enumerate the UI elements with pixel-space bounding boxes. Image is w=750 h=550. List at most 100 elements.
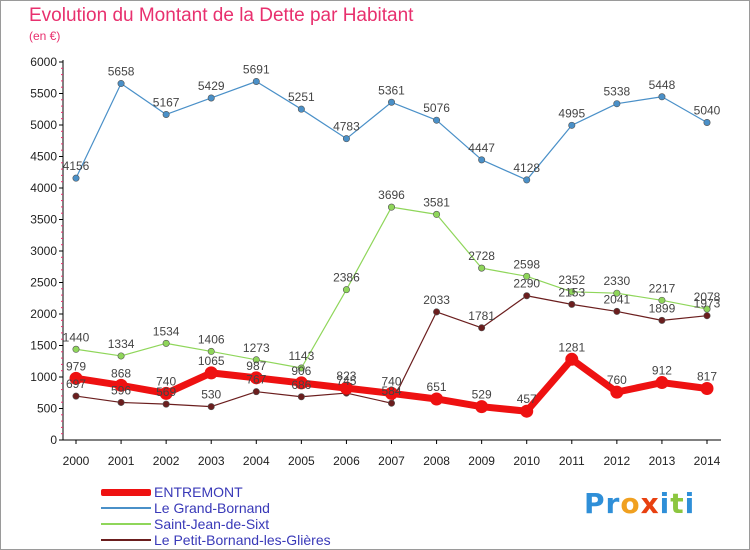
data-label: 596: [111, 383, 131, 397]
legend-item-le-petit-bornand-les-glieres[interactable]: Le Petit-Bornand-les-Glières: [101, 532, 421, 548]
y-tick-label: 3000: [30, 244, 57, 258]
data-label: 1440: [63, 330, 90, 344]
data-label: 2041: [604, 292, 631, 306]
data-point: [568, 300, 576, 308]
data-point: [252, 77, 260, 85]
data-label: 906: [291, 364, 311, 378]
data-label: 5361: [378, 83, 405, 97]
data-label: 979: [66, 359, 86, 373]
data-point: [385, 386, 398, 400]
chart-legend: ENTREMONT Le Grand-Bornand Saint-Jean-de…: [101, 484, 421, 548]
data-label: 530: [201, 388, 221, 402]
data-point: [204, 366, 218, 380]
data-point: [159, 386, 173, 400]
data-label: 4447: [468, 141, 495, 155]
legend-item-le-grand-bornand[interactable]: Le Grand-Bornand: [101, 500, 421, 516]
data-point: [568, 288, 576, 296]
data-point: [117, 352, 125, 360]
x-tick-label: 2004: [243, 454, 270, 468]
data-label: 1143: [288, 349, 314, 363]
data-point: [117, 398, 125, 406]
data-label: 651: [427, 380, 447, 394]
x-tick-label: 2007: [378, 454, 405, 468]
legend-item-entremont[interactable]: ENTREMONT: [101, 484, 421, 500]
data-label: 2386: [333, 271, 360, 285]
data-point: [478, 264, 486, 272]
data-point: [387, 203, 395, 211]
data-label: 2598: [513, 257, 540, 271]
x-tick-label: 2005: [288, 454, 315, 468]
data-label: 2728: [468, 249, 495, 263]
data-point: [207, 347, 215, 355]
data-label: 760: [607, 373, 627, 387]
data-point: [613, 289, 621, 297]
legend-label: ENTREMONT: [154, 484, 243, 500]
data-label: 697: [66, 377, 86, 391]
data-point: [523, 272, 531, 280]
data-point: [72, 392, 80, 400]
data-label: 4995: [558, 106, 585, 120]
data-label: 4783: [333, 120, 360, 134]
x-tick-label: 2001: [108, 454, 135, 468]
data-point: [297, 105, 305, 113]
data-point: [433, 116, 441, 124]
data-point: [69, 371, 83, 385]
data-label: 2033: [423, 293, 450, 307]
data-point: [297, 393, 305, 401]
data-point: [520, 404, 534, 418]
data-point: [703, 312, 711, 320]
data-label: 686: [291, 378, 311, 392]
data-label: 2217: [649, 281, 676, 295]
data-point: [700, 382, 714, 396]
data-label: 2290: [513, 277, 540, 291]
data-label: 1973: [694, 297, 721, 311]
data-label: 745: [336, 374, 356, 388]
logo-letter: P: [584, 487, 606, 520]
data-point: [523, 176, 531, 184]
data-label: 5338: [604, 85, 631, 99]
y-tick-label: 2500: [30, 276, 57, 290]
data-point: [252, 356, 260, 364]
data-label: 912: [652, 364, 672, 378]
data-label: 5691: [243, 62, 270, 76]
data-point: [613, 307, 621, 315]
data-label: 817: [697, 370, 717, 384]
data-point: [433, 210, 441, 218]
data-point: [117, 80, 125, 88]
data-point: [387, 399, 395, 407]
data-label: 1534: [153, 324, 180, 338]
legend-label: Le Petit-Bornand-les-Glières: [154, 532, 331, 548]
legend-swatch: [101, 507, 151, 509]
legend-label: Le Grand-Bornand: [154, 500, 270, 516]
data-label: 5040: [694, 103, 721, 117]
x-tick-label: 2003: [198, 454, 225, 468]
data-point: [162, 339, 170, 347]
data-label: 2352: [558, 273, 585, 287]
data-point: [297, 364, 305, 372]
data-point: [523, 292, 531, 300]
data-point: [387, 98, 395, 106]
data-point: [430, 392, 444, 406]
logo-letter: i: [684, 487, 696, 520]
data-point: [655, 376, 669, 390]
logo-letter: t: [670, 487, 685, 520]
data-point: [658, 296, 666, 304]
x-tick-label: 2000: [63, 454, 90, 468]
y-tick-label: 2000: [30, 307, 57, 321]
legend-swatch: [101, 539, 151, 541]
x-tick-label: 2014: [694, 454, 721, 468]
data-label: 457: [517, 392, 537, 406]
data-point: [72, 345, 80, 353]
data-point: [207, 94, 215, 102]
data-label: 529: [472, 388, 492, 402]
data-point: [565, 352, 579, 366]
data-label: 5076: [423, 101, 450, 115]
y-tick-label: 0: [50, 433, 57, 447]
data-label: 767: [246, 373, 266, 387]
x-tick-label: 2011: [559, 454, 585, 468]
data-point: [252, 388, 260, 396]
x-tick-label: 2008: [423, 454, 450, 468]
y-tick-label: 1500: [30, 339, 57, 353]
legend-item-saint-jean-de-sixt[interactable]: Saint-Jean-de-Sixt: [101, 516, 421, 532]
